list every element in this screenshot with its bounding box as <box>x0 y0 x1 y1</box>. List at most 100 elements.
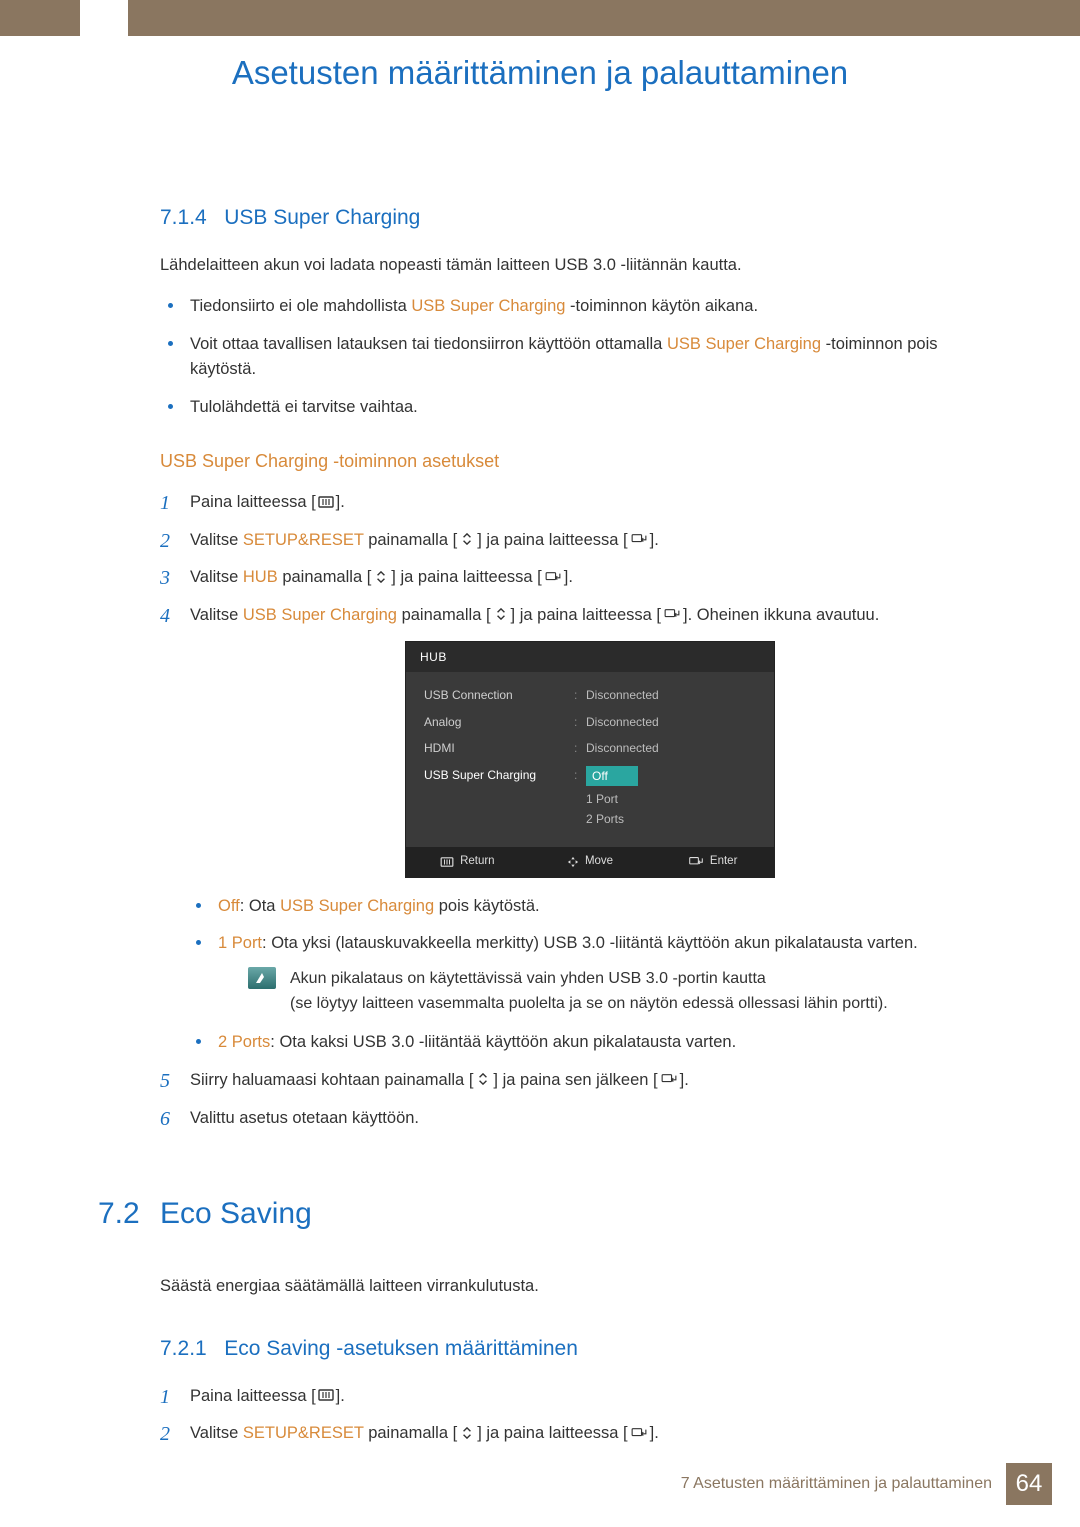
bullet-item: Voit ottaa tavallisen latauksen tai tied… <box>190 332 990 383</box>
text: ]. <box>336 1387 345 1405</box>
keyword: USB Super Charging <box>411 297 565 315</box>
section-7-1-4-heading: 7.1.4 USB Super Charging <box>160 202 990 235</box>
text: (se löytyy laitteen vasemmalta puolelta … <box>290 992 990 1017</box>
step-item: 3 Valitse HUB painamalla [] ja paina lai… <box>190 565 990 591</box>
section-7-2: 7.2 Eco Saving Säästä energiaa säätämäll… <box>160 1191 990 1447</box>
step-number: 2 <box>160 1419 170 1450</box>
option-bullets: Off: Ota USB Super Charging pois käytöst… <box>190 894 990 1056</box>
text: : Ota <box>240 897 280 915</box>
text: Move <box>585 853 613 871</box>
text: : Ota yksi (latauskuvakkeella merkitty) … <box>262 934 918 952</box>
steps-list: 1 Paina laitteessa []. 2 Valitse SETUP&R… <box>160 1384 990 1447</box>
updown-icon <box>457 532 477 549</box>
text: Valitse <box>190 606 243 624</box>
section-number: 7.2.1 <box>160 1337 207 1360</box>
osd-value: Disconnected <box>586 739 756 758</box>
updown-icon <box>371 570 391 587</box>
text: Valitse <box>190 568 243 586</box>
step-number: 1 <box>160 1382 170 1413</box>
text: ] ja paina laitteessa [ <box>477 1424 627 1442</box>
text: painamalla [ <box>278 568 372 586</box>
enter-icon <box>542 570 564 587</box>
osd-row-active: USB Super Charging: Off <box>424 762 756 791</box>
text: ] ja paina sen jälkeen [ <box>493 1071 657 1089</box>
keyword: SETUP&RESET <box>243 1424 364 1442</box>
steps-list: 1 Paina laitteessa []. 2 Valitse SETUP&R… <box>160 490 990 1131</box>
keyword: 1 Port <box>218 934 262 952</box>
text: Paina laitteessa [ <box>190 493 316 511</box>
text: ] ja paina laitteessa [ <box>391 568 541 586</box>
text: Valittu asetus otetaan käyttöön. <box>190 1109 419 1127</box>
osd-label: HDMI <box>424 739 574 758</box>
text: ]. Oheinen ikkuna avautuu. <box>683 606 879 624</box>
note-block: Akun pikalataus on käytettävissä vain yh… <box>248 967 990 1017</box>
enter-icon <box>658 1072 680 1089</box>
keyword: Off <box>218 897 240 915</box>
osd-row: HDMI: Disconnected <box>424 735 756 762</box>
osd-options: 1 Port 2 Ports <box>586 790 756 828</box>
keyword: USB Super Charging <box>280 897 434 915</box>
bullet-item: Tiedonsiirto ei ole mahdollista USB Supe… <box>190 294 990 320</box>
osd-label: USB Super Charging <box>424 766 574 787</box>
step-item: 6 Valittu asetus otetaan käyttöön. <box>190 1106 990 1132</box>
osd-value: Disconnected <box>586 686 756 705</box>
updown-icon <box>457 1426 477 1443</box>
menu-icon <box>316 495 336 512</box>
section-title: USB Super Charging <box>224 206 420 229</box>
osd-selected-option: Off <box>586 766 638 787</box>
text: painamalla [ <box>397 606 491 624</box>
menu-icon <box>316 1388 336 1405</box>
updown-icon <box>491 607 511 624</box>
enter-icon <box>661 607 683 624</box>
step-number: 6 <box>160 1104 170 1135</box>
enter-icon <box>628 1426 650 1443</box>
text: Valitse <box>190 1424 243 1442</box>
text: painamalla [ <box>364 1424 458 1442</box>
osd-value: Off <box>586 766 756 787</box>
section-number: 7.1.4 <box>160 206 207 229</box>
section-intro: Lähdelaitteen akun voi ladata nopeasti t… <box>160 253 990 279</box>
keyword: USB Super Charging <box>667 335 821 353</box>
text: Enter <box>710 853 738 871</box>
section-number: 7.2 <box>98 1191 140 1238</box>
section-title: Eco Saving -asetuksen määrittäminen <box>224 1337 578 1360</box>
header-bar <box>0 0 1080 36</box>
text: Valitse <box>190 531 243 549</box>
text: Return <box>460 853 495 871</box>
step-number: 3 <box>160 563 170 594</box>
text: Tiedonsiirto ei ole mahdollista <box>190 297 411 315</box>
text: ]. <box>336 493 345 511</box>
osd-label: Analog <box>424 713 574 732</box>
osd-row: USB Connection: Disconnected <box>424 682 756 709</box>
text: ]. <box>564 568 573 586</box>
osd-option: 2 Ports <box>586 810 756 829</box>
intro-bullets: Tiedonsiirto ei ole mahdollista USB Supe… <box>160 294 990 420</box>
bullet-item: 2 Ports: Ota kaksi USB 3.0 -liitäntää kä… <box>218 1030 990 1056</box>
bullet-item: 1 Port: Ota yksi (latauskuvakkeella merk… <box>218 931 990 1016</box>
updown-icon <box>473 1072 493 1089</box>
step-item: 1 Paina laitteessa []. <box>190 490 990 516</box>
page-title: Asetusten määrittäminen ja palauttaminen <box>0 54 1080 92</box>
text: ] ja paina laitteessa [ <box>477 531 627 549</box>
osd-footer-return: Return <box>406 847 529 877</box>
step-item: 4 Valitse USB Super Charging painamalla … <box>190 603 990 1056</box>
step-item: 1 Paina laitteessa []. <box>190 1384 990 1410</box>
bullet-item: Off: Ota USB Super Charging pois käytöst… <box>218 894 990 920</box>
text: Paina laitteessa [ <box>190 1387 316 1405</box>
section-title: Eco Saving <box>160 1197 312 1230</box>
section-7-2-1-heading: 7.2.1 Eco Saving -asetuksen määrittämine… <box>160 1333 990 1366</box>
osd-hub-menu: HUB USB Connection: Disconnected Analog:… <box>405 641 775 878</box>
text: painamalla [ <box>364 531 458 549</box>
text: ]. <box>680 1071 689 1089</box>
osd-title: HUB <box>406 642 774 673</box>
text: -toiminnon käytön aikana. <box>565 297 758 315</box>
osd-value: Disconnected <box>586 713 756 732</box>
step-number: 4 <box>160 601 170 632</box>
step-number: 5 <box>160 1066 170 1097</box>
step-item: 2 Valitse SETUP&RESET painamalla [] ja p… <box>190 1421 990 1447</box>
text: Voit ottaa tavallisen latauksen tai tied… <box>190 335 667 353</box>
keyword: USB Super Charging <box>243 606 397 624</box>
text: Akun pikalataus on käytettävissä vain yh… <box>290 967 990 992</box>
step-number: 1 <box>160 488 170 519</box>
text: ]. <box>650 531 659 549</box>
